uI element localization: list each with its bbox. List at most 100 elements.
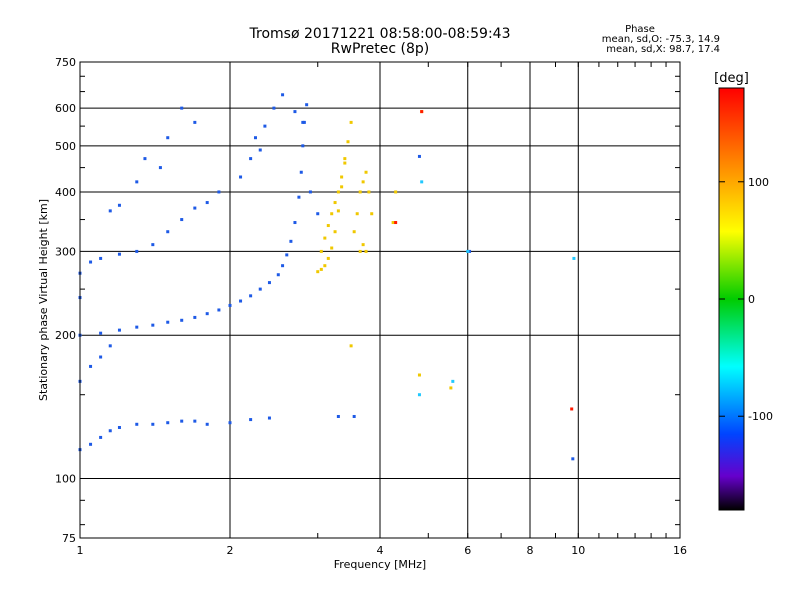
- data-point-series-0: [108, 344, 112, 348]
- data-point-series-0: [108, 429, 112, 433]
- data-point-series-0: [89, 442, 93, 446]
- data-point-series-0: [117, 328, 121, 332]
- x-tick-label: 8: [527, 544, 534, 557]
- data-point-series-0: [285, 253, 289, 257]
- data-point-series-1: [391, 221, 395, 225]
- data-point-series-0: [117, 252, 121, 256]
- x-axis-label: Frequency [MHz]: [334, 558, 426, 571]
- data-point-series-0: [267, 416, 271, 420]
- data-point-series-1: [361, 180, 365, 184]
- data-point-series-1: [349, 120, 353, 124]
- data-point-series-0: [258, 148, 262, 152]
- data-point-series-2: [394, 221, 398, 225]
- data-point-series-0: [302, 120, 306, 124]
- y-tick-label: 600: [55, 102, 76, 115]
- y-tick-label: 300: [55, 245, 76, 258]
- data-point-series-0: [299, 170, 303, 174]
- data-point-series-0: [239, 299, 243, 303]
- data-point-series-0: [166, 421, 170, 425]
- y-tick-label: 100: [55, 473, 76, 486]
- data-point-series-1: [358, 190, 362, 194]
- data-point-series-0: [135, 180, 139, 184]
- data-point-series-0: [166, 320, 170, 324]
- y-tick-label: 200: [55, 329, 76, 342]
- chart-subtitle: RwPretec (8p): [330, 41, 430, 57]
- data-point-series-1: [319, 249, 323, 253]
- data-point-series-0: [417, 154, 421, 158]
- data-point-series-1: [340, 175, 344, 179]
- data-point-series-1: [330, 246, 334, 250]
- y-axis-label: Stationary phase Virtual Height [km]: [37, 199, 50, 401]
- data-point-series-3: [451, 379, 455, 383]
- data-point-series-1: [358, 249, 362, 253]
- data-point-series-0: [117, 425, 121, 429]
- data-point-series-0: [239, 175, 243, 179]
- data-point-series-0: [205, 422, 209, 426]
- data-point-series-0: [193, 206, 197, 210]
- data-point-series-3: [420, 180, 424, 184]
- data-point-series-1: [367, 190, 371, 194]
- data-point-series-0: [228, 303, 232, 307]
- data-point-series-0: [316, 212, 320, 216]
- data-point-series-1: [316, 270, 320, 274]
- data-point-series-1: [417, 373, 421, 377]
- data-point-series-0: [99, 331, 103, 335]
- data-point-series-0: [249, 294, 253, 298]
- data-point-series-0: [272, 106, 276, 110]
- data-point-series-3: [466, 249, 470, 253]
- data-point-series-0: [297, 195, 301, 199]
- data-point-series-1: [343, 161, 347, 165]
- data-point-series-0: [180, 106, 184, 110]
- data-point-series-0: [143, 157, 147, 161]
- data-point-series-1: [352, 230, 356, 234]
- data-point-series-1: [361, 243, 365, 247]
- data-point-series-0: [158, 166, 162, 170]
- x-tick-label: 6: [464, 544, 471, 557]
- data-point-series-0: [117, 203, 121, 207]
- colorbar-label: [deg]: [714, 71, 749, 86]
- data-point-series-1: [326, 224, 330, 228]
- data-point-series-0: [249, 157, 253, 161]
- data-point-series-1: [364, 249, 368, 253]
- data-point-series-0: [352, 414, 356, 418]
- colorbar-tick-label: -100: [748, 410, 773, 423]
- x-tick-label: 4: [377, 544, 384, 557]
- data-point-series-0: [336, 414, 340, 418]
- data-point-series-0: [89, 260, 93, 264]
- data-point-series-0: [108, 209, 112, 213]
- colorbar-tick-label: 0: [748, 293, 755, 306]
- data-point-series-0: [193, 120, 197, 124]
- y-tick-label: 500: [55, 140, 76, 153]
- data-point-series-0: [301, 144, 305, 148]
- data-point-series-0: [193, 419, 197, 423]
- chart-title: Tromsø 20171221 08:58:00-08:59:43: [249, 26, 511, 42]
- stats-line2: mean, sd,X: 98.7, 17.4: [606, 44, 720, 55]
- data-point-series-1: [340, 185, 344, 189]
- data-point-series-1: [323, 236, 327, 240]
- data-point-series-0: [135, 249, 139, 253]
- data-point-series-1: [336, 209, 340, 213]
- data-point-series-1: [326, 256, 330, 260]
- data-point-series-0: [151, 422, 155, 426]
- data-point-series-0: [205, 201, 209, 205]
- data-point-series-0: [267, 281, 271, 285]
- data-point-series-0: [228, 421, 232, 425]
- data-point-series-0: [217, 190, 221, 194]
- data-point-series-0: [180, 218, 184, 222]
- stats-line1: mean, sd,O: -75.3, 14.9: [601, 34, 720, 45]
- data-point-series-0: [253, 136, 257, 140]
- data-point-series-0: [99, 256, 103, 260]
- data-point-series-0: [193, 315, 197, 319]
- data-point-series-0: [99, 435, 103, 439]
- data-point-series-0: [205, 312, 209, 316]
- data-point-series-1: [364, 170, 368, 174]
- data-point-series-0: [166, 230, 170, 234]
- x-tick-label: 16: [673, 544, 687, 557]
- data-point-series-1: [343, 157, 347, 161]
- stats-title: Phase: [625, 24, 655, 35]
- data-point-series-1: [394, 190, 398, 194]
- data-point-series-0: [308, 190, 312, 194]
- data-point-series-0: [151, 323, 155, 327]
- data-point-series-0: [305, 103, 309, 107]
- data-point-series-0: [301, 120, 305, 124]
